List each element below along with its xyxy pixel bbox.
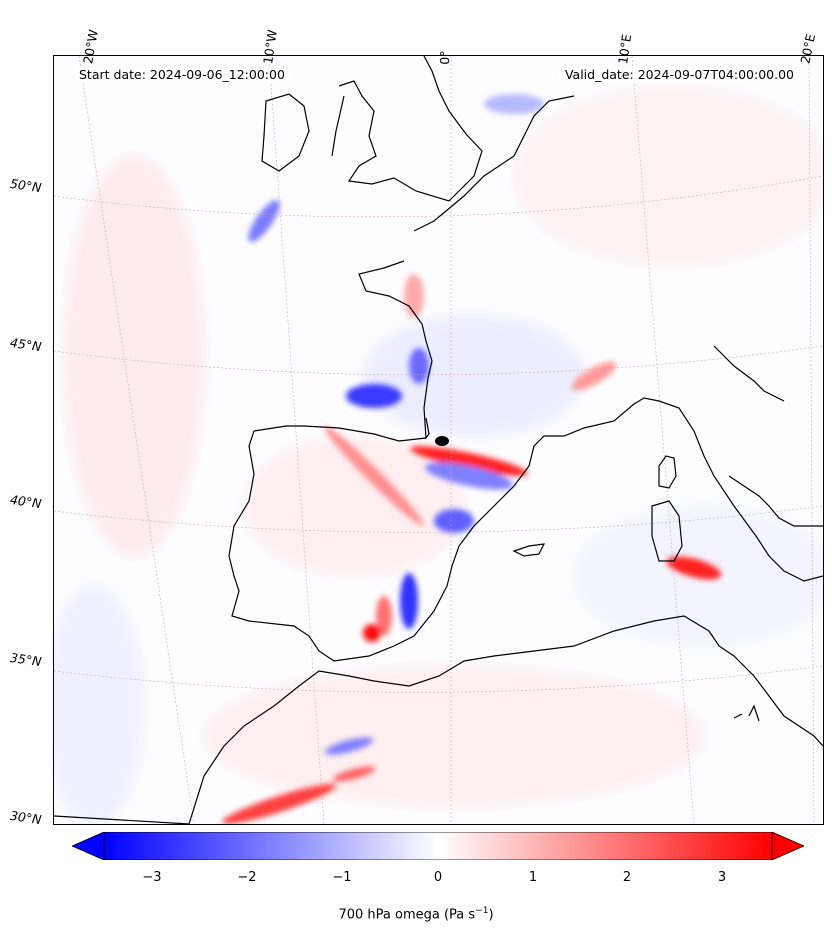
start-date-label: Start date: 2024-09-06_12:00:00: [73, 67, 291, 82]
map-canvas: [54, 56, 823, 824]
graticule: [54, 56, 823, 824]
lat-label-30n: 30°N: [9, 807, 43, 828]
colorbar-tick: −2: [237, 870, 257, 885]
colorbar-tick: 0: [433, 870, 443, 885]
colorbar-min-extend: [72, 832, 105, 860]
map-frame: Start date: 2024-09-06_12:00:00 Valid_da…: [53, 55, 824, 825]
colorbar-tick: 2: [622, 870, 632, 885]
lon-label-0: 0°: [437, 50, 453, 65]
colorbar-tick: −3: [142, 870, 162, 885]
pyrenees-blob: [435, 436, 449, 446]
coastlines: [54, 56, 823, 824]
lat-label-35n: 35°N: [9, 649, 43, 670]
colorbar-tick: −1: [332, 870, 352, 885]
lat-label-50n: 50°N: [9, 175, 43, 196]
valid-date-label: Valid_date: 2024-09-07T04:00:00.00: [558, 67, 800, 82]
colorbar-tick: 3: [717, 870, 727, 885]
colorbar-gradient: [103, 832, 773, 860]
colorbar: [72, 832, 804, 860]
lat-label-45n: 45°N: [9, 334, 43, 355]
colorbar-max-extend: [771, 832, 804, 860]
colorbar-label: 700 hPa omega (Pa s−1): [338, 906, 494, 923]
lat-label-40n: 40°N: [9, 491, 43, 512]
colorbar-tick: 1: [528, 870, 538, 885]
